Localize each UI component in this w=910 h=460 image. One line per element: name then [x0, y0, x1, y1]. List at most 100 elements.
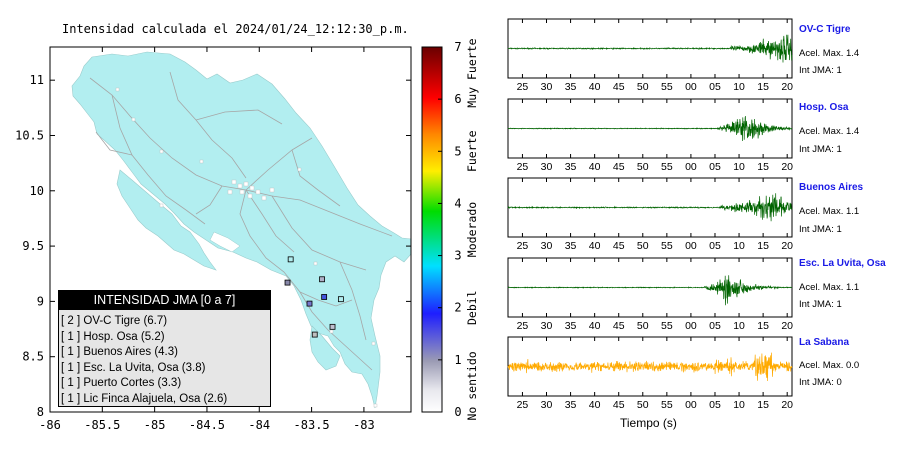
time-tick-label: 10	[733, 161, 745, 173]
time-tick-label: 00	[685, 240, 697, 252]
costa-rica-landmass	[71, 51, 411, 409]
time-tick-label: 05	[709, 320, 721, 332]
time-tick-label: 20	[781, 240, 793, 252]
time-tick-label: 40	[589, 81, 601, 93]
colorbar-tick-label: 5	[454, 144, 461, 158]
time-tick-label: 35	[565, 399, 577, 411]
time-tick-label: 45	[613, 81, 625, 93]
time-tick-label: 20	[781, 81, 793, 93]
station-accel: Acel. Max. 1.4	[799, 126, 860, 137]
y-tick-label: 10.5	[15, 128, 44, 142]
time-tick-label: 05	[709, 399, 721, 411]
seismogram-panel: 25 30 35 40 45 50 55 00 05 10 15 20	[507, 257, 793, 332]
station-name: Hosp. Osa	[799, 102, 849, 113]
time-tick-label: 40	[589, 240, 601, 252]
colorbar	[421, 46, 443, 413]
station-marker	[329, 323, 336, 330]
intensity-level-label: Muy Fuerte	[465, 38, 479, 107]
x-tick-label: -84.5	[189, 418, 225, 432]
time-tick-label: 15	[757, 161, 769, 173]
time-tick-label: 25	[517, 81, 529, 93]
station-accel: Acel. Max. 1.4	[799, 48, 860, 59]
station-marker	[321, 294, 328, 300]
legend-item: [ 2 ] OV-C Tigre (6.7)	[61, 315, 168, 327]
time-tick-label: 50	[637, 161, 649, 173]
time-tick-label: 55	[661, 81, 673, 93]
time-tick-label: 25	[517, 240, 529, 252]
time-tick-label: 50	[637, 240, 649, 252]
x-tick-label: -86	[39, 418, 61, 432]
time-tick-label: 25	[517, 161, 529, 173]
station-marker	[337, 296, 344, 303]
legend-title: INTENSIDAD JMA [0 a 7]	[59, 291, 270, 310]
seismogram-panel: 25 30 35 40 45 50 55 00 05 10 15 20	[507, 177, 793, 252]
time-tick-label: 15	[757, 399, 769, 411]
colorbar-tick-label: 2	[454, 301, 461, 315]
time-tick-label: 30	[541, 320, 553, 332]
time-tick-label: 15	[757, 81, 769, 93]
time-tick-label: 05	[709, 240, 721, 252]
time-tick-label: 35	[565, 240, 577, 252]
time-tick-label: 10	[733, 399, 745, 411]
intensity-level-label: Debil	[465, 290, 479, 325]
time-tick-label: 55	[661, 240, 673, 252]
station-intensity: Int JMA: 1	[799, 144, 842, 155]
station-accel: Acel. Max. 0.0	[799, 360, 860, 371]
time-tick-label: 30	[541, 399, 553, 411]
x-tick-label: -85	[144, 418, 166, 432]
station-marker	[319, 276, 325, 283]
seismogram-panel: 25 30 35 40 45 50 55 00 05 10 15 20	[507, 336, 793, 411]
time-tick-label: 35	[565, 161, 577, 173]
time-tick-label: 10	[733, 81, 745, 93]
time-tick-label: 45	[613, 240, 625, 252]
legend-item: [ 1 ] Lic Finca Alajuela, Osa (2.6)	[61, 392, 228, 405]
station-marker	[306, 300, 313, 307]
station-accel: Acel. Max. 1.1	[799, 282, 860, 293]
time-tick-label: 30	[541, 81, 553, 93]
y-tick-label: 8	[37, 405, 44, 419]
x-tick-label: -84	[248, 418, 270, 432]
legend-item: [ 1 ] Buenos Aires (4.3)	[61, 346, 178, 358]
time-tick-label: 40	[589, 320, 601, 332]
time-tick-label: 15	[757, 320, 769, 332]
y-tick-label: 10	[30, 184, 44, 198]
time-tick-label: 10	[733, 240, 745, 252]
y-tick-label: 9	[37, 294, 44, 308]
station-name: La Sabana	[799, 337, 850, 348]
time-tick-label: 05	[709, 81, 721, 93]
time-tick-label: 35	[565, 81, 577, 93]
legend-item: [ 1 ] Hosp. Osa (5.2)	[61, 330, 165, 343]
seismogram-trace	[508, 116, 793, 142]
colorbar-tick-label: 0	[454, 405, 461, 419]
time-tick-label: 45	[613, 320, 625, 332]
station-accel: Acel. Max. 1.1	[799, 206, 860, 217]
time-tick-label: 30	[541, 161, 553, 173]
x-tick-label: -83	[353, 418, 375, 432]
intensity-level-label: No sentido	[465, 351, 479, 420]
x-tick-label: -85.5	[84, 418, 120, 432]
time-tick-label: 00	[685, 161, 697, 173]
y-tick-label: 11	[30, 73, 44, 87]
colorbar-tick-label: 4	[454, 196, 461, 210]
station-intensity: Int JMA: 0	[799, 377, 842, 388]
seismogram-trace	[507, 34, 793, 63]
station-marker	[287, 256, 294, 263]
time-tick-label: 40	[589, 399, 601, 411]
y-tick-label: 8.5	[22, 350, 44, 364]
time-tick-label: 45	[613, 161, 625, 173]
time-tick-label: 45	[613, 399, 625, 411]
station-marker	[284, 279, 291, 286]
time-tick-label: 40	[589, 161, 601, 173]
seismogram-trace	[507, 193, 793, 222]
colorbar-tick-label: 6	[454, 92, 461, 106]
station-intensity: Int JMA: 1	[799, 299, 842, 310]
seismogram-trace	[507, 352, 793, 382]
station-name: Esc. La Uvita, Osa	[799, 258, 886, 269]
station-name: Buenos Aires	[799, 182, 864, 193]
time-tick-label: 15	[757, 240, 769, 252]
legend-item: [ 1 ] Puerto Cortes (3.3)	[61, 377, 182, 389]
time-tick-label: 00	[685, 81, 697, 93]
x-axis-label: Tiempo (s)	[620, 416, 677, 430]
time-tick-label: 10	[733, 320, 745, 332]
